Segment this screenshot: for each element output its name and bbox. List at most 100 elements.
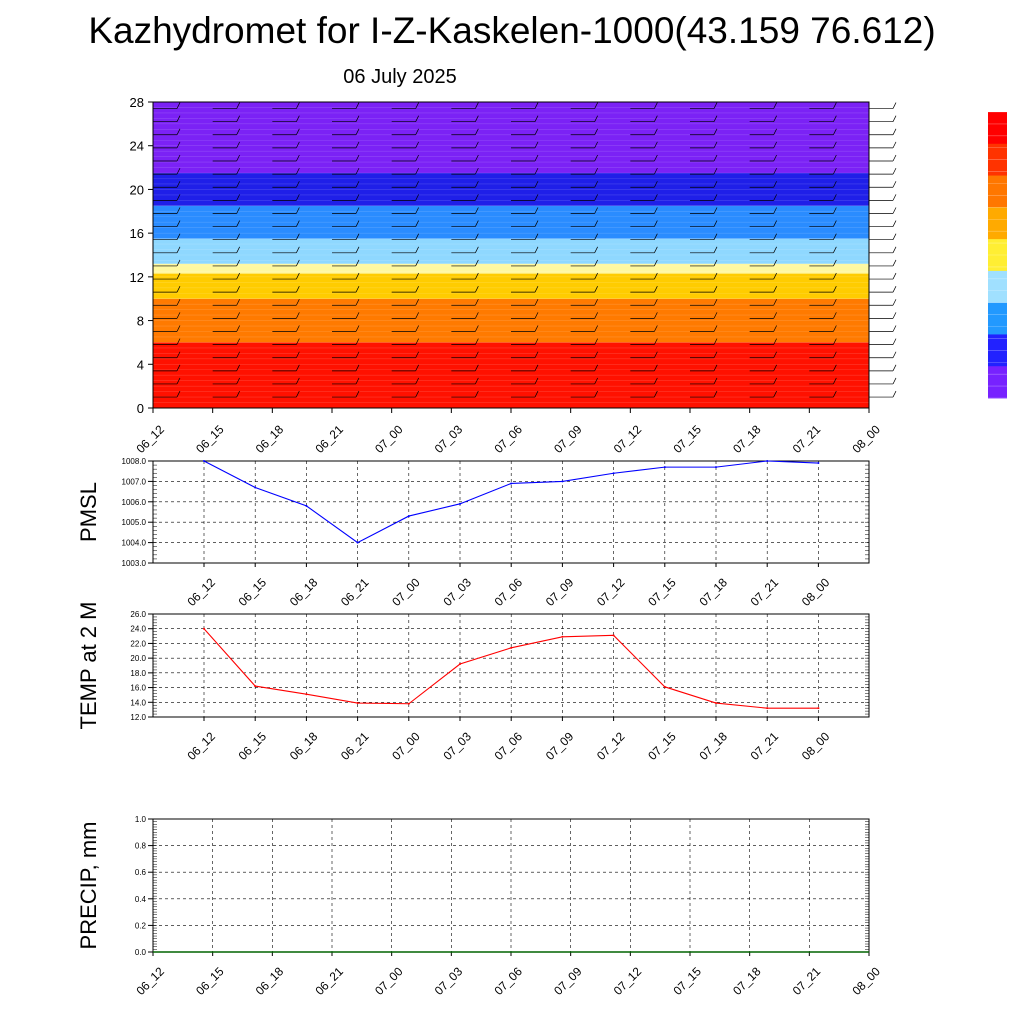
wind-barb-flag [833, 364, 837, 371]
wind-barb [570, 272, 598, 280]
wind-barb-flag [654, 272, 658, 280]
x-tick-label: 07_03 [440, 729, 474, 763]
wind-barb-flag [713, 233, 718, 240]
wind-barb [153, 325, 181, 332]
wind-barb [690, 167, 718, 175]
wind-barb-flag [355, 312, 360, 319]
wind-barb [212, 338, 240, 345]
wind-barb [153, 272, 181, 280]
data-point [766, 460, 769, 462]
wind-barb [332, 181, 360, 188]
x-tick-label: 06_21 [312, 964, 346, 998]
wind-barb-flag [654, 246, 658, 253]
wind-barb-flag [534, 128, 539, 135]
wind-barb-flag [773, 299, 777, 306]
wind-barb [212, 377, 240, 385]
wind-barb-flag [534, 115, 539, 122]
wind-barb-flag [296, 102, 300, 109]
x-tick-label: 07_03 [432, 422, 466, 456]
wind-barb-flag [773, 207, 777, 214]
wind-barb [690, 194, 718, 201]
wind-barb [451, 181, 479, 188]
y-tick-label: 0 [137, 401, 144, 416]
data-point [663, 466, 666, 469]
wind-barb-flag [176, 286, 181, 293]
wind-barb-flag [713, 338, 718, 345]
wind-barb [630, 194, 658, 201]
wind-barb [869, 102, 897, 109]
wind-barb [391, 286, 419, 293]
wind-barb [391, 167, 419, 175]
wind-barb-flag [892, 154, 897, 162]
colorbar-segment [988, 366, 1007, 399]
x-tick-label: 07_18 [730, 964, 764, 998]
x-tick-label: 06_18 [287, 575, 321, 609]
wind-barb-flag [176, 128, 181, 135]
wind-barb [332, 220, 360, 227]
wind-barb [809, 325, 837, 332]
wind-barb [212, 351, 240, 359]
wind-barb [451, 102, 479, 109]
wind-barb [809, 364, 837, 372]
wind-barb [153, 338, 181, 345]
wind-barb [809, 272, 837, 280]
wind-barb [749, 351, 777, 359]
wind-barb-flag [713, 154, 718, 162]
wind-barb-flag [236, 167, 240, 175]
wind-barb-flag [773, 220, 777, 227]
wind-barb [690, 115, 718, 123]
wind-barb-flag [236, 286, 240, 293]
wind-barb [153, 102, 181, 109]
wind-barb-flag [475, 115, 479, 122]
wind-barb-flag [236, 390, 240, 398]
wind-barb [630, 377, 658, 385]
wind-barb-flag [773, 259, 777, 267]
wind-barb-flag [475, 312, 479, 319]
wind-barb-flag [713, 115, 718, 122]
wind-barb [212, 246, 240, 254]
wind-barb-flag [654, 141, 658, 149]
wind-barb-flag [475, 299, 479, 306]
wind-barb-flag [296, 246, 300, 253]
wind-barb [212, 299, 240, 306]
wind-barb [570, 128, 598, 136]
wind-barb-flag [236, 233, 240, 240]
wind-barb [153, 181, 181, 188]
x-tick-label: 07_12 [611, 422, 645, 456]
wind-barb [511, 377, 539, 385]
data-point [612, 472, 615, 475]
wind-barb-flag [594, 390, 598, 398]
colorbar-segment [988, 175, 1007, 208]
data-point [817, 462, 820, 465]
y-tick-label: 0.6 [135, 868, 147, 877]
wind-barb [332, 299, 360, 306]
wind-barb-flag [534, 220, 539, 227]
wind-barb-flag [475, 338, 479, 345]
wind-barb-flag [176, 115, 181, 122]
wind-barb-flag [892, 233, 897, 240]
wind-barb-flag [892, 128, 897, 135]
wind-barb-flag [833, 220, 837, 227]
wind-barb-flag [236, 154, 240, 162]
data-point [459, 663, 461, 666]
wind-barb [451, 128, 479, 136]
wind-barb [570, 220, 598, 227]
wind-barb-flag [355, 299, 360, 306]
wind-barb [391, 325, 419, 332]
wind-barb [749, 181, 777, 188]
wind-barb-flag [773, 154, 777, 162]
wind-barb-flag [713, 286, 718, 293]
wind-barb-flag [654, 167, 658, 175]
wind-barb-flag [892, 115, 897, 122]
wind-barb [451, 154, 479, 162]
wind-barb-flag [654, 115, 658, 122]
wind-barb-flag [654, 233, 658, 240]
wind-barb-flag [296, 351, 300, 358]
wind-barb [391, 115, 419, 123]
wind-barb-flag [176, 338, 181, 345]
wind-barb [690, 102, 718, 109]
wind-barb [690, 325, 718, 332]
y-tick-label: 12.0 [130, 713, 146, 722]
wind-barb-flag [892, 102, 897, 109]
